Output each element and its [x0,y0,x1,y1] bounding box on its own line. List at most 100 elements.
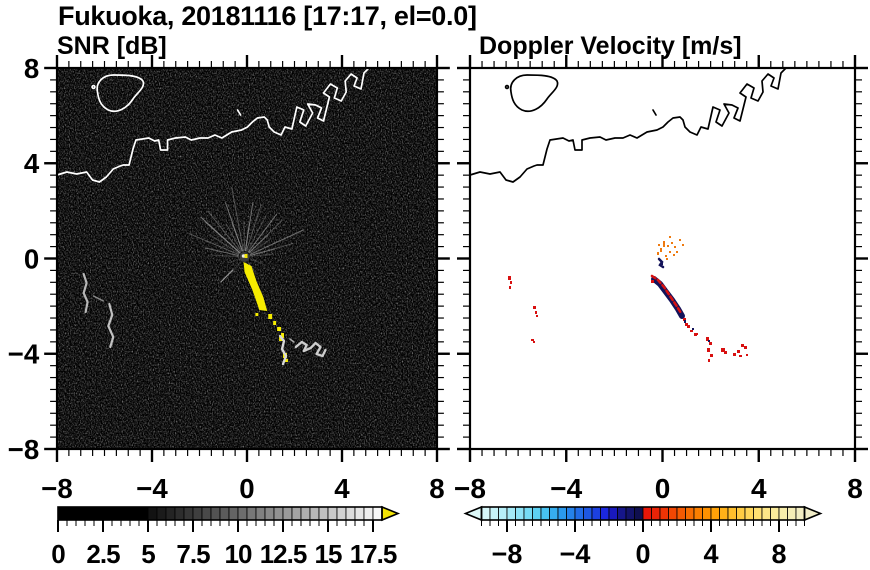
colorbar-tick-label: −4 [560,539,591,569]
x-tick-label: 0 [655,473,671,504]
panel-background [470,68,855,449]
colorbar-cell [481,506,491,521]
velocity-speckle [657,252,659,255]
colorbar-cell [727,506,737,521]
colorbar-tick-label: 0 [635,539,650,569]
colorbar-cell [778,506,788,521]
island-outline [96,74,145,113]
positive-velocity-dot [707,348,710,352]
colorbar-cell [309,506,320,521]
colorbar-cell [574,506,584,521]
x-axis-labels: −8 −4 0 4 8 [454,473,863,504]
colorbar-cell [651,506,661,521]
colorbar-tick-label: 2.5 [86,539,120,569]
high-snr-patch [285,359,288,362]
x-tick-label: 0 [239,473,254,504]
positive-velocity-dot [696,333,698,335]
x-tick-label: −4 [550,473,582,504]
colorbar-cell [336,506,347,521]
colorbar-ticks [481,520,805,532]
negative-velocity-dot [692,328,694,330]
positive-velocity-dot [687,325,690,328]
colorbar-cell [246,506,257,521]
snr-colorbar: 0 2.5 5 7.5 10 12.5 15 17.5 [51,505,401,569]
positive-velocity-dot [509,286,511,289]
colorbar-cell [219,506,230,521]
colorbar-cell [327,506,338,521]
positive-velocity-dot [683,318,686,321]
weak-echo-trace [92,295,105,302]
colorbar-cell [540,506,550,521]
colorbar-cell [795,506,805,521]
velocity-speckle [665,255,667,257]
positive-velocity-dot [533,306,536,309]
velocity-speckle [669,236,671,238]
colorbar-cell [291,506,302,521]
colorbar-tick-label: −8 [492,539,523,569]
colorbar-cell [710,506,720,521]
colorbar-cell [583,506,593,521]
colorbar-cell [354,506,365,521]
colorbar-tick-label: 10 [225,539,252,569]
positive-velocity-dot [651,280,654,283]
colorbar-cell [549,506,559,521]
colorbar-cell [210,506,221,521]
weak-echo-trace [278,334,288,366]
axis-ticks [44,55,450,462]
colorbar-cells [57,506,383,521]
colorbar-cell [753,506,763,521]
coastline-path [469,67,787,183]
x-tick-label: 4 [334,473,350,504]
island-outline [509,74,559,113]
positive-velocity-dot [708,359,710,362]
colorbar-tick-label: 15 [315,539,342,569]
colorbar-cell [676,506,686,521]
colorbar-cell [770,506,780,521]
positive-velocity-fringe [650,274,683,315]
colorbar-cell [273,506,284,521]
high-snr-patch [277,327,282,331]
colorbar-cell [719,506,729,521]
islet-dot [91,84,96,90]
colorbar-ticks [57,520,374,532]
colorbar-cell [192,506,203,521]
colorbar-cell [557,506,567,521]
high-snr-patch [268,314,273,319]
y-tick-label: −4 [8,339,40,370]
colorbar-cell [147,506,158,521]
colorbar-tick-label: 12.5 [260,539,307,569]
velocity-speckle [674,246,676,248]
colorbar-cell [685,506,695,521]
radar-center-dot [244,254,248,258]
colorbar-cell [363,506,374,521]
velocity-speckle [673,254,675,256]
colorbar-tick-label: 4 [703,539,718,569]
velocity-speckle [663,241,665,247]
colorbar-cell [372,506,383,521]
colorbar-cell [515,506,525,521]
positive-velocity-dot [706,337,709,341]
high-snr-streak [243,262,268,311]
colorbar-tick-label: 7.5 [176,539,210,569]
negative-velocity-dot [708,340,710,342]
colorbar-cell [608,506,618,521]
colorbar-cell [264,506,275,521]
x-tick-label: −8 [41,473,72,504]
colorbar-cell [736,506,746,521]
positive-velocity-dot [685,323,688,326]
velocity-speckle [671,242,673,244]
positive-velocity-dot [741,344,744,347]
positive-velocity-dot [733,353,736,356]
colorbar-cell [201,506,212,521]
islet-mark [236,109,242,116]
x-tick-label: 8 [429,473,444,504]
velocity-speckle [667,245,669,247]
over-range-arrow [381,505,401,522]
y-axis-labels: 8 4 0 −4 −8 [8,53,40,465]
positive-velocity-dot [535,311,537,314]
coastline-path [56,67,370,183]
colorbar-cell [761,506,771,521]
islet-dot [504,84,510,90]
